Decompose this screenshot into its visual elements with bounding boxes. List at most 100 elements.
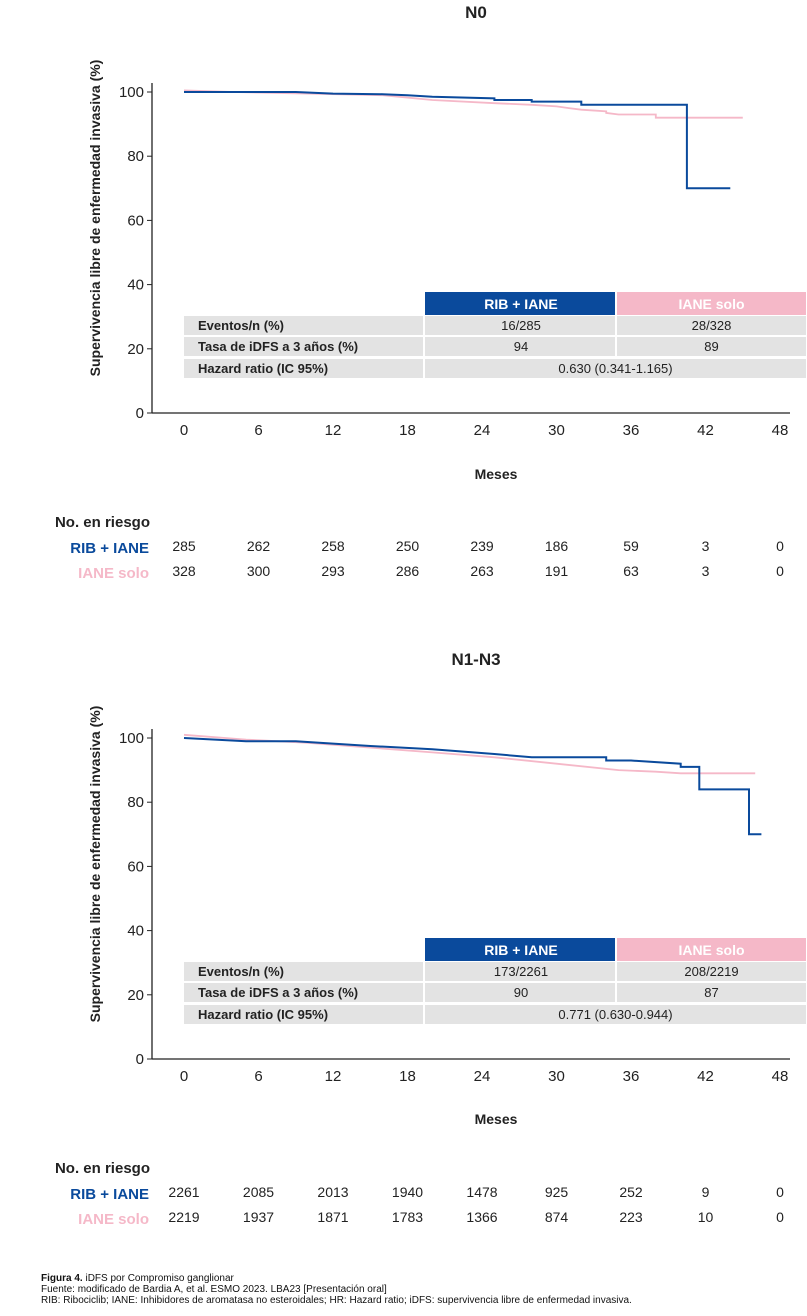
chart1-risk-value: 3	[702, 563, 710, 579]
chart2-x-tick-label: 42	[697, 1068, 714, 1085]
chart2-x-tick-label: 12	[325, 1068, 342, 1085]
chart1-x-tick-label: 18	[399, 422, 416, 439]
chart2-table-row-label: Eventos/n (%)	[198, 964, 284, 979]
chart2-risk-value: 1478	[466, 1184, 497, 1200]
chart2-table-cell-hr: 0.771 (0.630-0.944)	[558, 1007, 672, 1022]
chart2-risk-value: 1366	[466, 1209, 497, 1225]
chart2-x-tick-label: 24	[474, 1068, 491, 1085]
chart1-table-cell-rib-bg	[425, 316, 615, 335]
chart2-y-axis-label: Supervivencia libre de enfermedad invasi…	[87, 706, 103, 1023]
chart2-table-row-label-bg	[184, 983, 423, 1002]
chart1-x-axis-label: Meses	[475, 466, 518, 482]
chart1-risk-title: No. en riesgo	[55, 514, 150, 531]
chart2-x-tick-label: 30	[548, 1068, 565, 1085]
chart1-x-tick-label: 42	[697, 422, 714, 439]
chart1-table-cell-rib: 16/285	[501, 318, 541, 333]
caption-figure-label: Figura 4.	[41, 1273, 83, 1284]
chart2-title: N1-N3	[451, 650, 500, 669]
chart2-y-tick-label: 20	[127, 987, 144, 1004]
chart2-table-cell-iane: 208/2219	[684, 964, 738, 979]
chart2-table-row-label-bg	[184, 962, 423, 981]
chart1-x-tick-label: 0	[180, 422, 188, 439]
chart1-x-tick-label: 12	[325, 422, 342, 439]
chart1-series-rib-iane-line	[184, 91, 731, 190]
chart1-risk-value: 328	[172, 563, 196, 579]
chart2-table-cell-rib: 90	[514, 985, 528, 1000]
chart2-x-tick-label: 0	[180, 1068, 188, 1085]
chart2-risk-value: 2261	[168, 1184, 199, 1200]
chart2-risk-value: 252	[619, 1184, 643, 1200]
chart2-table-cell-iane: 87	[704, 985, 718, 1000]
chart2-table-header-rib-label: RIB + IANE	[484, 942, 558, 958]
chart1-risk-value: 286	[396, 563, 420, 579]
chart1-risk-value: 0	[776, 563, 784, 579]
chart2-table-header-iane	[617, 938, 806, 961]
chart1-x-tick-label: 24	[474, 422, 491, 439]
chart2-risk-value: 1783	[392, 1209, 423, 1225]
chart1-y-tick-label: 0	[136, 405, 144, 422]
chart1-title: N0	[465, 3, 487, 22]
chart2-table-cell-rib-bg	[425, 983, 615, 1002]
chart2-risk-value: 1871	[317, 1209, 348, 1225]
chart1-table-row-label-bg	[184, 316, 423, 335]
chart1-y-axis-label: Supervivencia libre de enfermedad invasi…	[87, 60, 103, 377]
chart2-risk-row-label-rib-iane: RIB + IANE	[70, 1186, 149, 1203]
chart2-risk-value: 2085	[243, 1184, 274, 1200]
chart1-table-row-label-bg	[184, 337, 423, 356]
chart2-table-row-label-bg	[184, 1005, 423, 1024]
chart1-risk-value: 3	[702, 538, 710, 554]
chart1-table-cell-iane-bg	[617, 316, 806, 335]
chart2-table-row-merged-bg	[425, 1005, 806, 1024]
chart1-table-row-label: Eventos/n (%)	[198, 318, 284, 333]
chart1-risk-value: 293	[321, 563, 345, 579]
chart2-x-axis-label: Meses	[475, 1111, 518, 1127]
chart1-risk-row-label-rib-iane: RIB + IANE	[70, 540, 149, 557]
chart2-risk-title: No. en riesgo	[55, 1160, 150, 1177]
chart2-table-header-rib	[425, 938, 615, 961]
chart1-table-cell-rib-bg	[425, 337, 615, 356]
chart2-x-tick-label: 18	[399, 1068, 416, 1085]
chart2-risk-row-label-iane-solo: IANE solo	[78, 1211, 149, 1228]
chart2-risk-value: 223	[619, 1209, 643, 1225]
chart1-table-row-merged-bg	[425, 359, 806, 378]
chart1-y-tick-label: 80	[127, 148, 144, 165]
chart2-table-cell-rib-bg	[425, 962, 615, 981]
caption-figure-text: iDFS por Compromiso ganglionar	[82, 1273, 234, 1284]
chart1-risk-value: 0	[776, 538, 784, 554]
chart1-table-row-label-bg	[184, 359, 423, 378]
chart2-table-cell-rib: 173/2261	[494, 964, 548, 979]
caption-abbreviations: RIB: Ribociclib; IANE: Inhibidores de ar…	[41, 1295, 632, 1306]
chart2-x-tick-label: 6	[254, 1068, 262, 1085]
chart2-table-row-label: Hazard ratio (IC 95%)	[198, 1007, 328, 1022]
chart1-risk-value: 300	[247, 563, 271, 579]
chart1-risk-value: 262	[247, 538, 271, 554]
figure-caption: Figura 4. iDFS por Compromiso ganglionar…	[41, 1273, 807, 1306]
caption-source: Fuente: modificado de Bardia A, et al. E…	[41, 1284, 387, 1295]
chart2-y-tick-label: 100	[119, 730, 144, 747]
chart1-table-cell-rib: 94	[514, 339, 528, 354]
chart2-risk-value: 925	[545, 1184, 569, 1200]
chart2-risk-value: 9	[702, 1184, 710, 1200]
chart1-y-tick-label: 100	[119, 84, 144, 101]
chart1-table-cell-iane: 89	[704, 339, 718, 354]
chart2-risk-value: 2219	[168, 1209, 199, 1225]
chart1-risk-value: 258	[321, 538, 345, 554]
chart1-table-cell-hr: 0.630 (0.341-1.165)	[558, 361, 672, 376]
chart2-risk-value: 1937	[243, 1209, 274, 1225]
chart1-risk-value: 59	[623, 538, 639, 554]
chart1-risk-value: 191	[545, 563, 569, 579]
chart1-y-tick-label: 60	[127, 212, 144, 229]
chart2-table-cell-iane-bg	[617, 983, 806, 1002]
chart1-risk-value: 263	[470, 563, 494, 579]
chart2-table-row-label: Tasa de iDFS a 3 años (%)	[198, 985, 358, 1000]
chart1-risk-value: 250	[396, 538, 420, 554]
chart1-risk-row-label-iane-solo: IANE solo	[78, 565, 149, 582]
chart1-risk-value: 285	[172, 538, 196, 554]
chart1-y-tick-label: 40	[127, 277, 144, 294]
chart1-y-tick-label: 20	[127, 341, 144, 358]
chart2-x-tick-label: 36	[623, 1068, 640, 1085]
chart2-y-tick-label: 0	[136, 1051, 144, 1068]
chart2-y-tick-label: 80	[127, 794, 144, 811]
chart2-risk-value: 874	[545, 1209, 569, 1225]
